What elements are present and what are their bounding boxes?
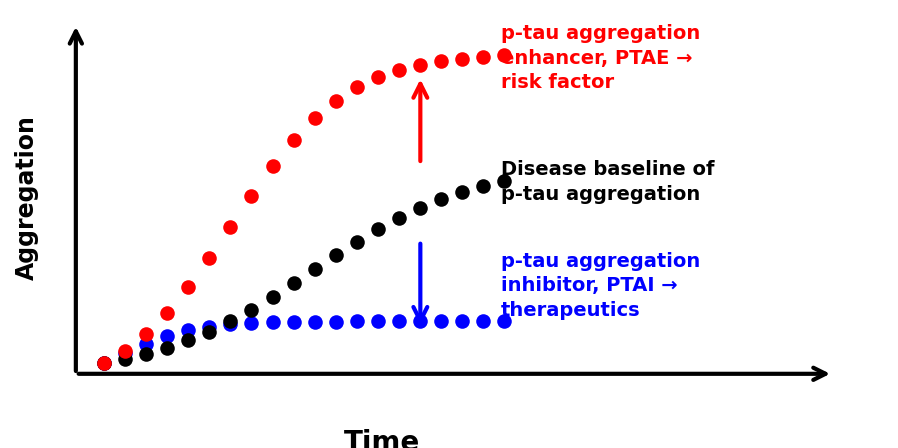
Point xyxy=(476,53,490,60)
Point xyxy=(392,214,406,221)
Point xyxy=(349,238,364,245)
Point xyxy=(118,356,132,363)
Point xyxy=(118,347,132,354)
Point xyxy=(349,84,364,91)
Point xyxy=(244,192,259,199)
Point xyxy=(118,350,132,357)
Point xyxy=(455,318,470,325)
Point xyxy=(349,318,364,325)
Point xyxy=(202,328,216,335)
Point xyxy=(202,254,216,262)
Point xyxy=(476,318,490,325)
Point xyxy=(497,52,512,59)
Point xyxy=(434,196,448,203)
Point xyxy=(224,318,238,325)
Point xyxy=(266,163,280,170)
Point xyxy=(455,189,470,196)
Point xyxy=(497,318,512,325)
Point xyxy=(139,351,154,358)
Point xyxy=(392,318,406,325)
Point xyxy=(181,327,196,334)
Text: Aggregation: Aggregation xyxy=(15,115,39,280)
Point xyxy=(286,280,301,287)
Point xyxy=(329,318,343,325)
Point xyxy=(307,266,321,273)
Point xyxy=(202,323,216,330)
Text: p-tau aggregation
enhancer, PTAE →
risk factor: p-tau aggregation enhancer, PTAE → risk … xyxy=(501,25,700,92)
Point xyxy=(413,61,427,69)
Point xyxy=(224,224,238,231)
Point xyxy=(307,318,321,325)
Point xyxy=(181,284,196,291)
Point xyxy=(413,318,427,325)
Point xyxy=(307,115,321,122)
Point xyxy=(286,319,301,326)
Point xyxy=(224,321,238,328)
Point xyxy=(286,136,301,143)
Point xyxy=(413,204,427,211)
Point xyxy=(434,318,448,325)
Point xyxy=(497,178,512,185)
Point xyxy=(266,319,280,326)
Point xyxy=(97,360,111,367)
Point xyxy=(371,74,385,81)
Point xyxy=(434,58,448,65)
Point xyxy=(160,309,174,316)
Point xyxy=(97,360,111,367)
Point xyxy=(329,251,343,258)
Point xyxy=(329,97,343,104)
Point xyxy=(181,337,196,344)
Point xyxy=(371,225,385,233)
Point xyxy=(244,319,259,327)
Text: p-tau aggregation
inhibitor, PTAI →
therapeutics: p-tau aggregation inhibitor, PTAI → ther… xyxy=(501,252,700,320)
Point xyxy=(139,330,154,337)
Point xyxy=(371,318,385,325)
Point xyxy=(97,360,111,367)
Point xyxy=(266,293,280,301)
Point xyxy=(244,306,259,313)
Point xyxy=(160,332,174,340)
Text: Disease baseline of
p-tau aggregation: Disease baseline of p-tau aggregation xyxy=(501,160,715,204)
Point xyxy=(455,55,470,62)
Point xyxy=(476,183,490,190)
Point xyxy=(160,345,174,352)
Point xyxy=(139,340,154,348)
Point xyxy=(392,67,406,74)
Text: Time: Time xyxy=(344,429,420,448)
